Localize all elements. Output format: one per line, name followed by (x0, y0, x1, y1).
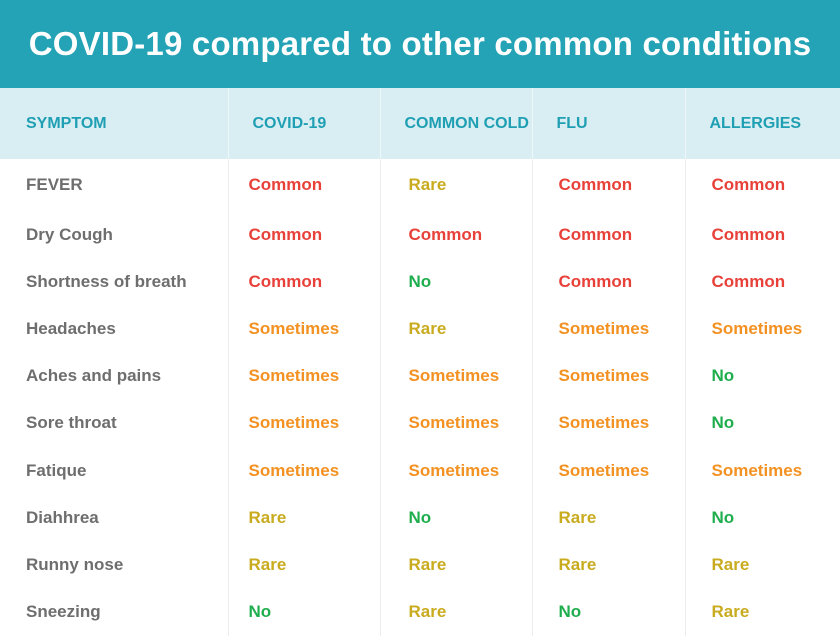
cell-allergies: Rare (684, 541, 840, 589)
cell-flu: Sometimes (531, 446, 685, 495)
cell-covid-19: Common (227, 258, 380, 306)
cell-allergies: No (684, 399, 840, 447)
symptom-cell: Shortness of breath (26, 271, 187, 291)
symptom-cell: Aches and pains (26, 366, 162, 386)
cell-common-cold: No (379, 494, 532, 542)
cell-allergies: No (684, 352, 840, 400)
header-covid-19: COVID-19 (227, 88, 380, 159)
table-row: Sore throat Sometimes Sometimes Sometimes No (0, 399, 840, 447)
cell-allergies: Common (684, 211, 840, 259)
header-allergies: ALLERGIES (684, 88, 840, 159)
symptom-cell: Sneezing (26, 602, 101, 622)
cell-allergies: Common (684, 258, 840, 306)
cell-common-cold: Rare (379, 588, 532, 636)
table-row: Dry Cough Common Common Common Common (0, 211, 840, 259)
cell-common-cold: Common (379, 211, 532, 259)
table-row: Headaches Sometimes Rare Sometimes Sometimes (0, 305, 840, 353)
cell-flu: Common (531, 258, 685, 306)
table-body: FEVER Common Rare Common Common Dry Cough Comm… (0, 159, 840, 636)
cell-common-cold: No (379, 258, 532, 306)
cell-flu: Common (531, 159, 685, 211)
cell-allergies: Rare (684, 588, 840, 636)
cell-flu: Sometimes (531, 399, 685, 447)
cell-flu: Sometimes (531, 352, 685, 400)
symptom-cell: FEVER (26, 175, 83, 194)
cell-covid-19: Sometimes (227, 399, 380, 447)
header-common-cold: COMMON COLD (379, 88, 532, 159)
table-row: Shortness of breath Common No Common Common (0, 258, 840, 306)
cell-common-cold: Sometimes (379, 446, 532, 495)
header-flu: FLU (531, 88, 685, 159)
cell-covid-19: Rare (227, 541, 380, 589)
table-row: FEVER Common Rare Common Common (0, 159, 840, 211)
cell-covid-19: Sometimes (227, 352, 380, 400)
table-row: Fatique Sometimes Sometimes Sometimes Someti… (0, 446, 840, 495)
cell-covid-19: Sometimes (227, 446, 380, 495)
table-row: Aches and pains Sometimes Sometimes Sometim… (0, 352, 840, 400)
comparison-table: SYMPTOM COVID-19 COMMON COLD FLU ALLERGI… (0, 88, 840, 636)
symptom-cell: Fatique (26, 460, 87, 480)
cell-flu: Rare (531, 541, 685, 589)
cell-common-cold: Rare (379, 159, 532, 211)
symptom-cell: Sore throat (26, 413, 117, 433)
cell-flu: Rare (531, 494, 685, 542)
cell-common-cold: Rare (379, 305, 532, 353)
cell-covid-19: Common (227, 211, 380, 259)
cell-covid-19: No (227, 588, 380, 636)
table-row: Runny nose Rare Rare Rare Rare (0, 541, 840, 589)
cell-allergies: No (684, 494, 840, 542)
symptom-cell: Runny nose (26, 554, 124, 574)
symptom-cell: Dry Cough (26, 224, 113, 244)
table-row: Sneezing No Rare No Rare (0, 588, 840, 636)
cell-flu: Common (531, 211, 685, 259)
cell-allergies: Sometimes (684, 305, 840, 353)
cell-covid-19: Rare (227, 494, 380, 542)
symptom-cell: Diahhrea (26, 507, 99, 527)
cell-covid-19: Common (227, 159, 380, 211)
header-symptom: SYMPTOM (26, 114, 107, 132)
header-row: SYMPTOM COVID-19 COMMON COLD FLU ALLERGI… (0, 88, 840, 159)
cell-allergies: Sometimes (684, 446, 840, 495)
title-bar: COVID-19 compared to other common condit… (0, 0, 840, 88)
cell-common-cold: Rare (379, 541, 532, 589)
page-title: COVID-19 compared to other common condit… (28, 25, 812, 62)
cell-flu: No (531, 588, 685, 636)
cell-covid-19: Sometimes (227, 305, 380, 353)
cell-common-cold: Sometimes (379, 352, 532, 400)
cell-allergies: Common (684, 159, 840, 211)
cell-common-cold: Sometimes (379, 399, 532, 447)
cell-flu: Sometimes (531, 305, 685, 353)
symptom-cell: Headaches (26, 318, 116, 338)
table-row: Diahhrea Rare No Rare No (0, 494, 840, 542)
